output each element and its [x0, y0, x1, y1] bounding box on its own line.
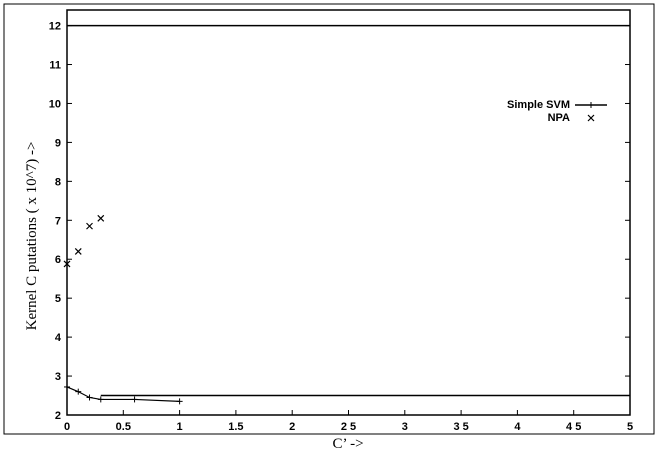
x-tick-label-10: 5 — [627, 421, 633, 433]
reference-lines — [67, 24, 630, 397]
legend-symbol-npa — [587, 114, 595, 122]
npa-point-2 — [86, 222, 93, 230]
y-tick-label-6: 8 — [55, 176, 61, 188]
legend: Simple SVM NPA — [507, 99, 607, 124]
y-axis-title: Kernel C putations ( x 10^7) -> — [24, 142, 40, 331]
simple-svm-point-2 — [86, 394, 93, 401]
y-tick-label-3: 5 — [55, 293, 61, 305]
y-tick-label-5: 7 — [55, 215, 61, 227]
plot-area — [63, 214, 183, 405]
series-simple-svm-line — [66, 386, 180, 402]
page-border — [3, 3, 655, 435]
y-tick-label-0: 2 — [55, 410, 61, 422]
x-tick-label-5: 2 5 — [341, 421, 356, 433]
x-tick-label-8: 4 — [514, 421, 521, 433]
x-tick-label-3: 1.5 — [228, 421, 243, 433]
simple-svm-point-1 — [75, 388, 82, 395]
x-tick-label-1: 0.5 — [116, 421, 131, 433]
y-tick-label-4: 6 — [55, 254, 61, 266]
plot-frame — [66, 9, 631, 416]
x-axis-title: C’ -> — [332, 436, 363, 452]
x-tick-label-4: 2 — [289, 421, 295, 433]
npa-point-3 — [97, 214, 105, 222]
x-tick-label-7: 3 5 — [453, 421, 468, 433]
npa-point-0 — [63, 260, 71, 268]
x-tick-label-9: 4 5 — [566, 421, 581, 433]
x-tick-label-2: 1 — [177, 421, 183, 433]
y-tick-label-10: 12 — [49, 21, 61, 33]
x-tick-label-6: 3 — [402, 421, 408, 433]
x-axis: 0 0.5 1 1.5 2 2 5 3 3 5 4 4 5 5 — [64, 410, 633, 433]
simple-svm-point-5 — [176, 398, 183, 405]
y-tick-label-8: 10 — [49, 98, 61, 110]
x-tick-label-0: 0 — [64, 421, 70, 433]
y-tick-label-9: 11 — [49, 60, 61, 72]
y-axis: 2 3 4 5 6 7 8 9 10 11 12 — [49, 21, 630, 422]
simple-svm-point-0 — [64, 383, 70, 390]
simple-svm-point-4 — [131, 396, 138, 403]
legend-label-simple-svm: Simple SVM — [507, 99, 570, 111]
npa-point-1 — [74, 248, 82, 255]
y-tick-label-7: 9 — [55, 137, 61, 149]
legend-label-npa: NPA — [548, 112, 570, 124]
simple-svm-point-3 — [97, 396, 104, 403]
y-tick-label-2: 4 — [55, 332, 62, 344]
y-tick-label-1: 3 — [55, 371, 61, 383]
